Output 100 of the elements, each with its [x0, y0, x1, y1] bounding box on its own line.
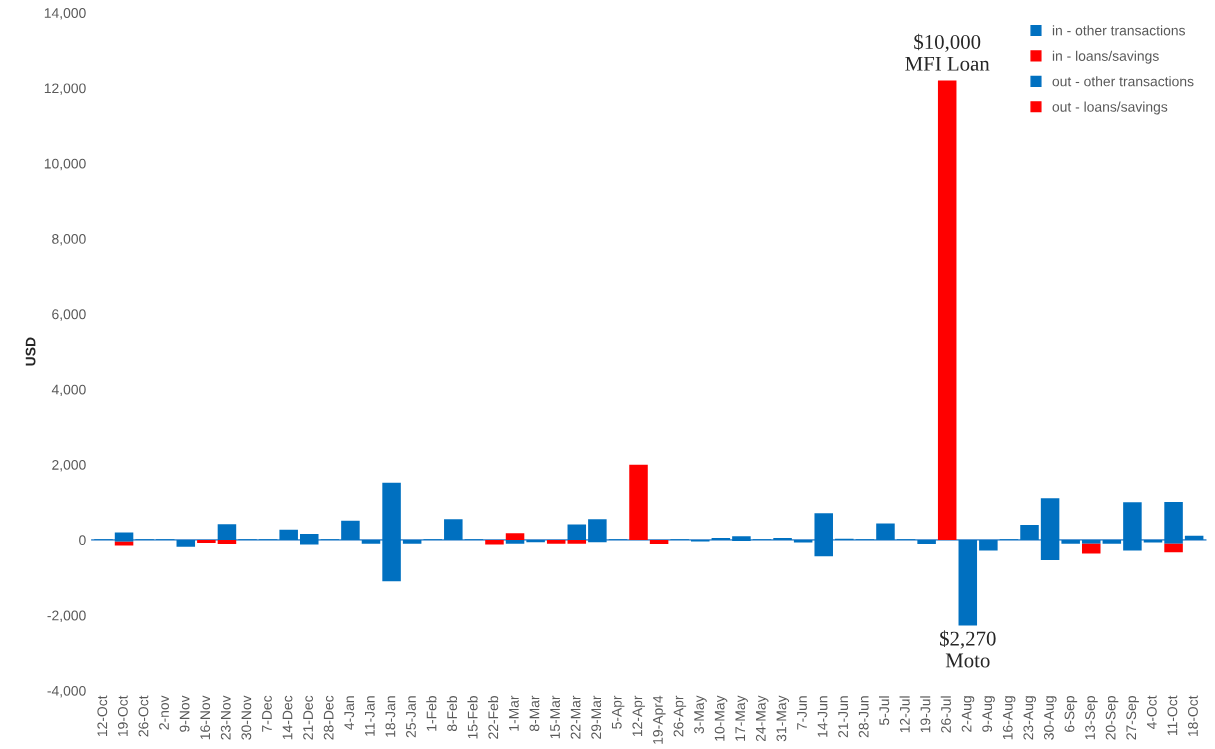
y-tick-label: 10,000	[44, 158, 86, 171]
y-tick-label: -4,000	[47, 685, 86, 698]
x-tick-label: 9-Nov	[179, 695, 190, 732]
x-tick-label: 23-Nov	[220, 695, 231, 740]
x-tick-label: 31-May	[776, 695, 790, 742]
x-tick-label: 23-Aug	[1023, 696, 1036, 740]
bar	[526, 539, 545, 543]
bar	[979, 539, 998, 551]
x-tick-label: 15-Feb	[467, 696, 478, 739]
legend-label: out - other transactions	[1052, 76, 1194, 87]
bar	[546, 539, 566, 544]
bar	[876, 523, 895, 540]
bar	[279, 529, 298, 540]
bar	[1081, 543, 1101, 554]
x-tick-label: 27-Sep	[1126, 696, 1139, 740]
bar	[114, 532, 134, 540]
bar	[629, 464, 648, 540]
x-tick-label: 1-Mar	[509, 695, 519, 731]
x-tick-label: 12-Jul	[899, 696, 910, 733]
bar	[1061, 539, 1080, 544]
x-tick-label: 22-Mar	[570, 695, 581, 739]
legend-label: in - loans/savings	[1052, 50, 1159, 64]
bar	[1184, 535, 1204, 540]
bar	[937, 80, 957, 540]
x-tick-label: 17-May	[735, 695, 748, 741]
x-tick-label: 12-Apr	[632, 695, 645, 737]
y-tick-label: 0	[79, 535, 86, 546]
bar	[300, 533, 319, 540]
x-tick-label: 21-Jun	[838, 696, 849, 738]
bar	[505, 533, 525, 540]
x-tick-label: 7-Dec	[262, 695, 272, 732]
bar	[958, 539, 978, 626]
x-tick-label: 19-Apr4	[652, 695, 666, 744]
bar	[917, 539, 936, 545]
x-tick-label: 14-Jun	[817, 696, 828, 737]
x-tick-label: 20-Sep	[1105, 696, 1119, 740]
x-tick-label: 30-Nov	[241, 695, 252, 740]
y-tick-label: 12,000	[44, 83, 86, 95]
bar	[1020, 524, 1039, 540]
x-tick-label: 8-Mar	[529, 695, 540, 732]
bar	[1164, 501, 1183, 540]
x-tick-label: 3-May	[694, 695, 707, 734]
x-tick-label: 2-Aug	[961, 696, 975, 732]
annotation: $10,000 MFI Loan	[905, 33, 990, 71]
y-axis-title: USD	[25, 337, 36, 366]
x-tick-label: 24-May	[755, 695, 769, 742]
x-tick-label: 26-Jul	[940, 696, 951, 733]
x-tick-label: 11-Jan	[365, 696, 375, 736]
x-tick-label: 5-Apr	[611, 695, 625, 729]
bar	[444, 519, 463, 540]
x-tick-label: 4-Oct	[1146, 695, 1157, 730]
bar	[1081, 539, 1101, 544]
bar	[793, 539, 813, 543]
annotation: $2,270 Moto	[940, 630, 996, 668]
bar	[567, 524, 587, 540]
x-tick-label: 30-Aug	[1043, 696, 1057, 740]
x-tick-label: 16-Aug	[1002, 696, 1016, 740]
x-tick-label: 8-Feb	[446, 696, 458, 732]
bar	[197, 539, 216, 543]
bar	[361, 539, 381, 544]
x-tick-label: 22-Feb	[488, 696, 499, 739]
y-tick-label: 6,000	[52, 309, 86, 321]
x-tick-label: 18-Oct	[1188, 695, 1198, 737]
x-tick-label: 29-Mar	[591, 695, 602, 739]
bar	[176, 539, 196, 547]
bar	[649, 539, 669, 545]
x-tick-label: 15-Mar	[550, 695, 560, 739]
x-tick-label: 18-Jan	[385, 696, 396, 737]
bar	[114, 541, 134, 546]
y-tick-label: -2,000	[47, 610, 86, 623]
x-tick-label: 1-Feb	[426, 696, 437, 731]
bar	[1143, 539, 1163, 543]
x-tick-label: 4-Jan	[344, 696, 355, 730]
x-tick-label: 14-Dec	[282, 695, 293, 740]
y-tick-label: 14,000	[44, 8, 86, 20]
y-tick-label: 4,000	[51, 384, 86, 397]
y-tick-label: 8,000	[52, 234, 86, 246]
bar	[1164, 543, 1183, 553]
x-tick-label: 28-Jun	[858, 696, 869, 738]
x-tick-label: 5-Jul	[878, 696, 890, 725]
x-tick-label: 25-Jan	[406, 696, 416, 738]
x-tick-label: 19-Oct	[117, 695, 128, 737]
x-tick-label: 19-Jul	[920, 696, 931, 733]
bar	[485, 539, 504, 545]
x-tick-label: 12-Oct	[97, 695, 108, 737]
legend-label: in - other transactions	[1052, 25, 1186, 36]
x-tick-label: 16-Nov	[200, 695, 211, 740]
x-tick-label: 2-nov	[159, 695, 169, 730]
x-tick-label: 6-Sep	[1064, 696, 1078, 732]
x-tick-label: 21-Dec	[303, 695, 313, 740]
bar	[1102, 539, 1122, 544]
x-tick-label: 7-Jun	[797, 696, 807, 730]
x-tick-label: 13-Sep	[1085, 696, 1098, 740]
x-tick-label: 10-May	[714, 695, 728, 741]
bar	[217, 524, 237, 540]
bar	[588, 519, 607, 540]
x-tick-label: 28-Dec	[323, 695, 334, 740]
x-tick-label: 26-Oct	[138, 695, 149, 737]
bar	[217, 539, 237, 545]
bar	[402, 539, 422, 544]
